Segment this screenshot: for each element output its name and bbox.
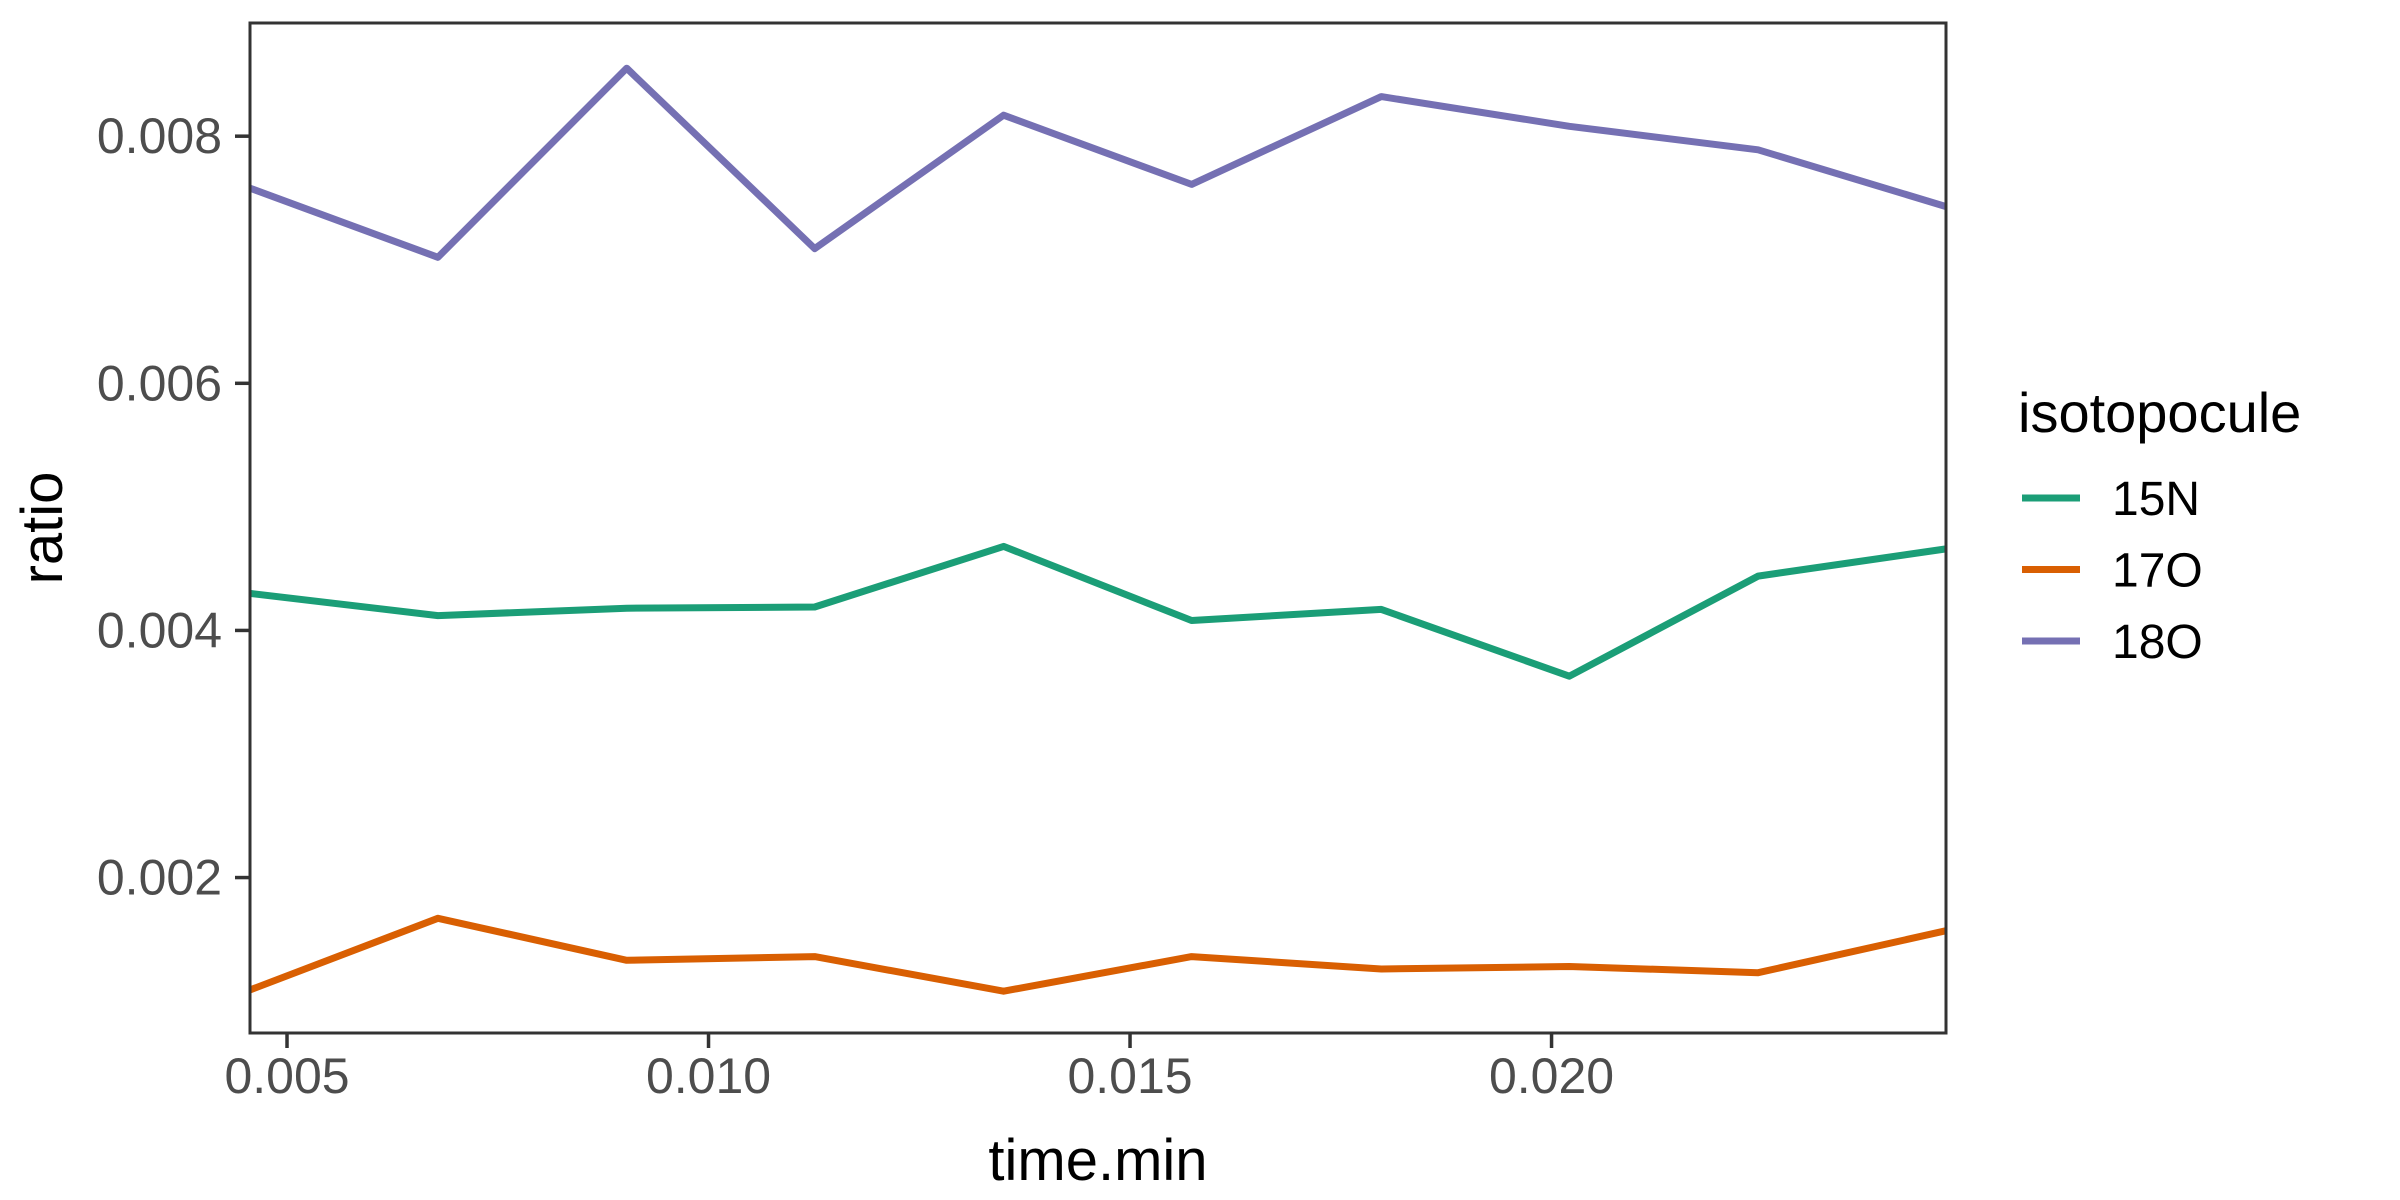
legend-item-label: 17O — [2112, 545, 2203, 598]
y-tick-label: 0.004 — [97, 602, 222, 658]
x-tick-label: 0.010 — [646, 1048, 771, 1104]
legend-item-18O: 18O — [2022, 616, 2203, 669]
legend-item-label: 18O — [2112, 616, 2203, 669]
legend-title: isotopocule — [2018, 381, 2301, 444]
x-tick-label: 0.005 — [224, 1048, 349, 1104]
x-tick-label: 0.015 — [1067, 1048, 1192, 1104]
x-axis-ticks: 0.005 0.010 0.015 0.020 — [224, 1033, 1614, 1104]
series-line-17O — [248, 914, 1947, 995]
x-axis-title: time.min — [988, 1128, 1207, 1193]
y-axis-ticks: 0.002 0.004 0.006 0.008 — [97, 108, 250, 906]
y-tick-label: 0.006 — [97, 355, 222, 411]
plot-lines — [248, 64, 1948, 995]
series-line-15N — [249, 542, 1947, 680]
legend-item-15N: 15N — [2022, 473, 2200, 526]
legend: isotopocule 15N 17O 18O — [2018, 381, 2301, 669]
legend-item-17O: 17O — [2022, 545, 2203, 598]
legend-items: 15N 17O 18O — [2022, 473, 2203, 669]
series-line-18O — [248, 64, 1948, 261]
legend-item-label: 15N — [2112, 473, 2200, 526]
y-tick-label: 0.002 — [97, 850, 222, 906]
y-axis-title: ratio — [10, 472, 75, 585]
x-tick-label: 0.020 — [1489, 1048, 1614, 1104]
panel-border — [248, 21, 1948, 1035]
y-tick-label: 0.008 — [97, 108, 222, 164]
